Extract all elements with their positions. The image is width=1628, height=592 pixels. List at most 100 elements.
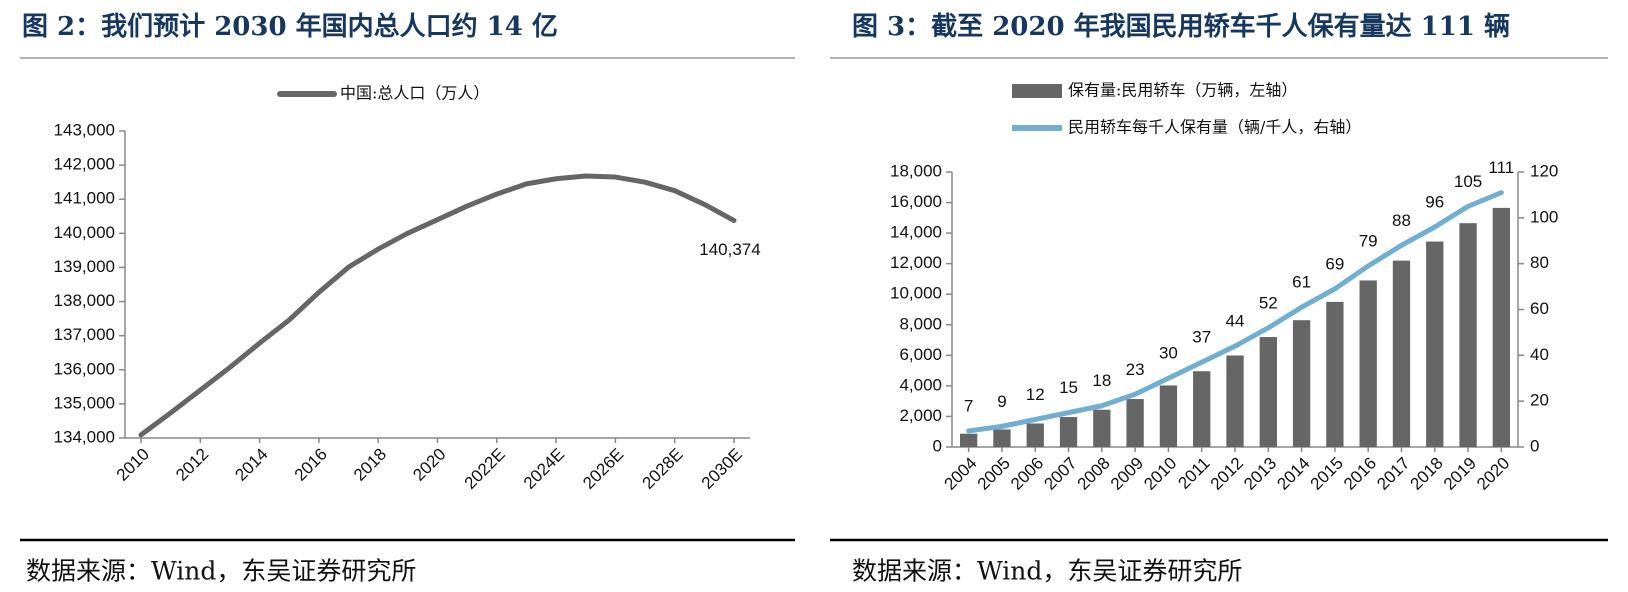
bar bbox=[1492, 207, 1511, 447]
x-tick-label: 2005 bbox=[974, 454, 1014, 494]
y-tick-label: 137,000 bbox=[54, 325, 115, 344]
bar bbox=[1226, 355, 1244, 447]
data-label: 111 bbox=[1488, 158, 1514, 177]
x-tick-label: 2016 bbox=[1340, 454, 1380, 494]
y-tick-label: 18,000 bbox=[890, 161, 942, 180]
data-label: 140,374 bbox=[699, 240, 760, 259]
line bbox=[138, 173, 737, 438]
x-tick-label: 2006 bbox=[1007, 454, 1047, 494]
x-tick-label: 2020 bbox=[409, 445, 449, 485]
y-tick-label: 142,000 bbox=[54, 155, 115, 174]
y-tick-label: 16,000 bbox=[890, 192, 942, 211]
bar bbox=[1359, 280, 1377, 447]
bar bbox=[959, 433, 978, 447]
chart-title: 图 3：截至 2020 年我国民用轿车千人保有量达 111 辆 bbox=[852, 11, 1510, 42]
data-label: 9 bbox=[997, 392, 1006, 411]
y-tick-label: 6,000 bbox=[899, 345, 942, 364]
data-label: 61 bbox=[1292, 273, 1311, 292]
bar bbox=[1426, 241, 1444, 447]
y-tick-label: 141,000 bbox=[54, 189, 115, 208]
bar bbox=[1126, 399, 1144, 447]
x-tick-label: 2018 bbox=[350, 445, 390, 485]
bar bbox=[1326, 301, 1344, 447]
y-tick-label: 136,000 bbox=[54, 359, 115, 378]
bar bbox=[1159, 385, 1178, 447]
data-label: 69 bbox=[1325, 254, 1344, 273]
legend-label: 民用轿车每千人保有量（辆/千人，右轴） bbox=[1068, 118, 1361, 137]
data-label: 96 bbox=[1425, 192, 1444, 211]
bar bbox=[993, 429, 1011, 447]
legend-swatch bbox=[1012, 84, 1062, 98]
x-tick-label: 2010 bbox=[1140, 454, 1180, 494]
y2-tick-label: 40 bbox=[1530, 345, 1549, 364]
x-tick-label: 2007 bbox=[1040, 454, 1080, 494]
bar bbox=[1026, 423, 1044, 447]
data-label: 30 bbox=[1159, 344, 1178, 363]
bar bbox=[1292, 320, 1311, 447]
y-tick-label: 2,000 bbox=[899, 406, 942, 425]
source: 数据来源：Wind，东吴证券研究所 bbox=[26, 557, 416, 586]
data-label: 15 bbox=[1059, 378, 1078, 397]
bar bbox=[1392, 260, 1411, 447]
x-tick-label: 2010 bbox=[113, 445, 153, 485]
bar bbox=[1093, 409, 1111, 447]
y2-tick-label: 20 bbox=[1530, 391, 1549, 410]
x-tick-label: 2019 bbox=[1440, 454, 1480, 494]
legend-label: 中国:总人口（万人） bbox=[340, 84, 489, 103]
data-label: 12 bbox=[1026, 385, 1045, 404]
x-tick-label: 2014 bbox=[1273, 454, 1313, 494]
data-label: 79 bbox=[1359, 231, 1378, 250]
y2-tick-label: 80 bbox=[1530, 253, 1549, 272]
bar bbox=[1259, 337, 1277, 447]
x-tick-label: 2020 bbox=[1473, 454, 1513, 494]
data-label: 23 bbox=[1126, 360, 1145, 379]
y2-tick-label: 60 bbox=[1530, 299, 1549, 318]
y-tick-label: 143,000 bbox=[54, 120, 115, 139]
bar bbox=[1193, 371, 1211, 447]
y-tick-label: 135,000 bbox=[54, 393, 115, 412]
y-tick-label: 138,000 bbox=[54, 291, 115, 310]
x-tick-label: 2012 bbox=[172, 445, 212, 485]
x-tick-label: 2028E bbox=[638, 445, 686, 493]
y-tick-label: 12,000 bbox=[890, 253, 942, 272]
x-tick-label: 2012 bbox=[1207, 454, 1247, 494]
x-tick-label: 2016 bbox=[291, 445, 331, 485]
x-tick-label: 2008 bbox=[1074, 454, 1114, 494]
x-tick-label: 2004 bbox=[940, 454, 980, 494]
data-label: 37 bbox=[1192, 328, 1211, 347]
legend-label: 保有量:民用轿车（万辆，左轴） bbox=[1068, 81, 1297, 100]
chart-title: 图 2：我们预计 2030 年国内总人口约 14 亿 bbox=[22, 11, 558, 42]
data-label: 44 bbox=[1226, 312, 1245, 331]
data-label: 18 bbox=[1092, 371, 1111, 390]
x-tick-label: 2030E bbox=[698, 445, 746, 493]
y2-tick-label: 0 bbox=[1530, 436, 1539, 455]
y-tick-label: 0 bbox=[933, 436, 942, 455]
y-tick-label: 134,000 bbox=[54, 427, 115, 446]
x-tick-label: 2026E bbox=[579, 445, 627, 493]
x-tick-label: 2013 bbox=[1240, 454, 1280, 494]
data-label: 105 bbox=[1454, 172, 1482, 191]
x-tick-label: 2024E bbox=[520, 445, 568, 493]
y-tick-label: 14,000 bbox=[890, 223, 942, 242]
x-tick-label: 2011 bbox=[1174, 454, 1213, 493]
y2-tick-label: 100 bbox=[1530, 207, 1558, 226]
x-tick-label: 2017 bbox=[1373, 454, 1413, 494]
data-label: 7 bbox=[964, 396, 973, 415]
y-tick-label: 10,000 bbox=[890, 284, 942, 303]
line bbox=[966, 190, 1504, 434]
x-tick-label: 2015 bbox=[1307, 454, 1347, 494]
y-tick-label: 8,000 bbox=[899, 314, 942, 333]
x-tick-label: 2018 bbox=[1407, 454, 1447, 494]
data-label: 88 bbox=[1392, 211, 1411, 230]
y-tick-label: 4,000 bbox=[899, 375, 942, 394]
data-label: 52 bbox=[1259, 293, 1278, 312]
y-tick-label: 140,000 bbox=[54, 223, 115, 242]
x-tick-label: 2022E bbox=[461, 445, 509, 493]
bar bbox=[1059, 417, 1078, 447]
y2-tick-label: 120 bbox=[1530, 161, 1558, 180]
x-tick-label: 2014 bbox=[231, 445, 271, 485]
source: 数据来源：Wind，东吴证券研究所 bbox=[852, 557, 1242, 586]
bar bbox=[1459, 223, 1477, 447]
x-tick-label: 2009 bbox=[1107, 454, 1147, 494]
